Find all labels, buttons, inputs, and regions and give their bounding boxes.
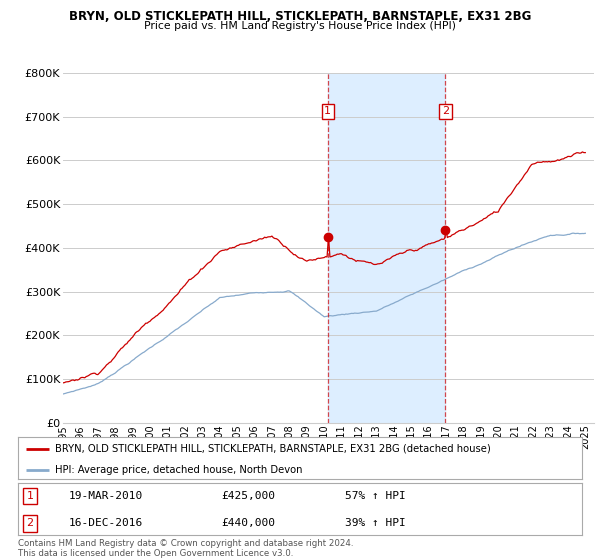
Text: 1: 1 — [26, 491, 34, 501]
Text: BRYN, OLD STICKLEPATH HILL, STICKLEPATH, BARNSTAPLE, EX31 2BG: BRYN, OLD STICKLEPATH HILL, STICKLEPATH,… — [69, 10, 531, 23]
Text: Price paid vs. HM Land Registry's House Price Index (HPI): Price paid vs. HM Land Registry's House … — [144, 21, 456, 31]
Text: 2: 2 — [442, 106, 449, 116]
Text: Contains HM Land Registry data © Crown copyright and database right 2024.
This d: Contains HM Land Registry data © Crown c… — [18, 539, 353, 558]
Bar — [328, 73, 445, 423]
Text: £440,000: £440,000 — [221, 519, 275, 529]
Text: 1: 1 — [325, 106, 331, 116]
Text: HPI: Average price, detached house, North Devon: HPI: Average price, detached house, Nort… — [55, 465, 302, 474]
Text: BRYN, OLD STICKLEPATH HILL, STICKLEPATH, BARNSTAPLE, EX31 2BG (detached house): BRYN, OLD STICKLEPATH HILL, STICKLEPATH,… — [55, 444, 490, 454]
Text: 16-DEC-2016: 16-DEC-2016 — [69, 519, 143, 529]
Text: 57% ↑ HPI: 57% ↑ HPI — [345, 491, 406, 501]
Text: 39% ↑ HPI: 39% ↑ HPI — [345, 519, 406, 529]
Text: £425,000: £425,000 — [221, 491, 275, 501]
Text: 19-MAR-2010: 19-MAR-2010 — [69, 491, 143, 501]
Text: 2: 2 — [26, 519, 34, 529]
